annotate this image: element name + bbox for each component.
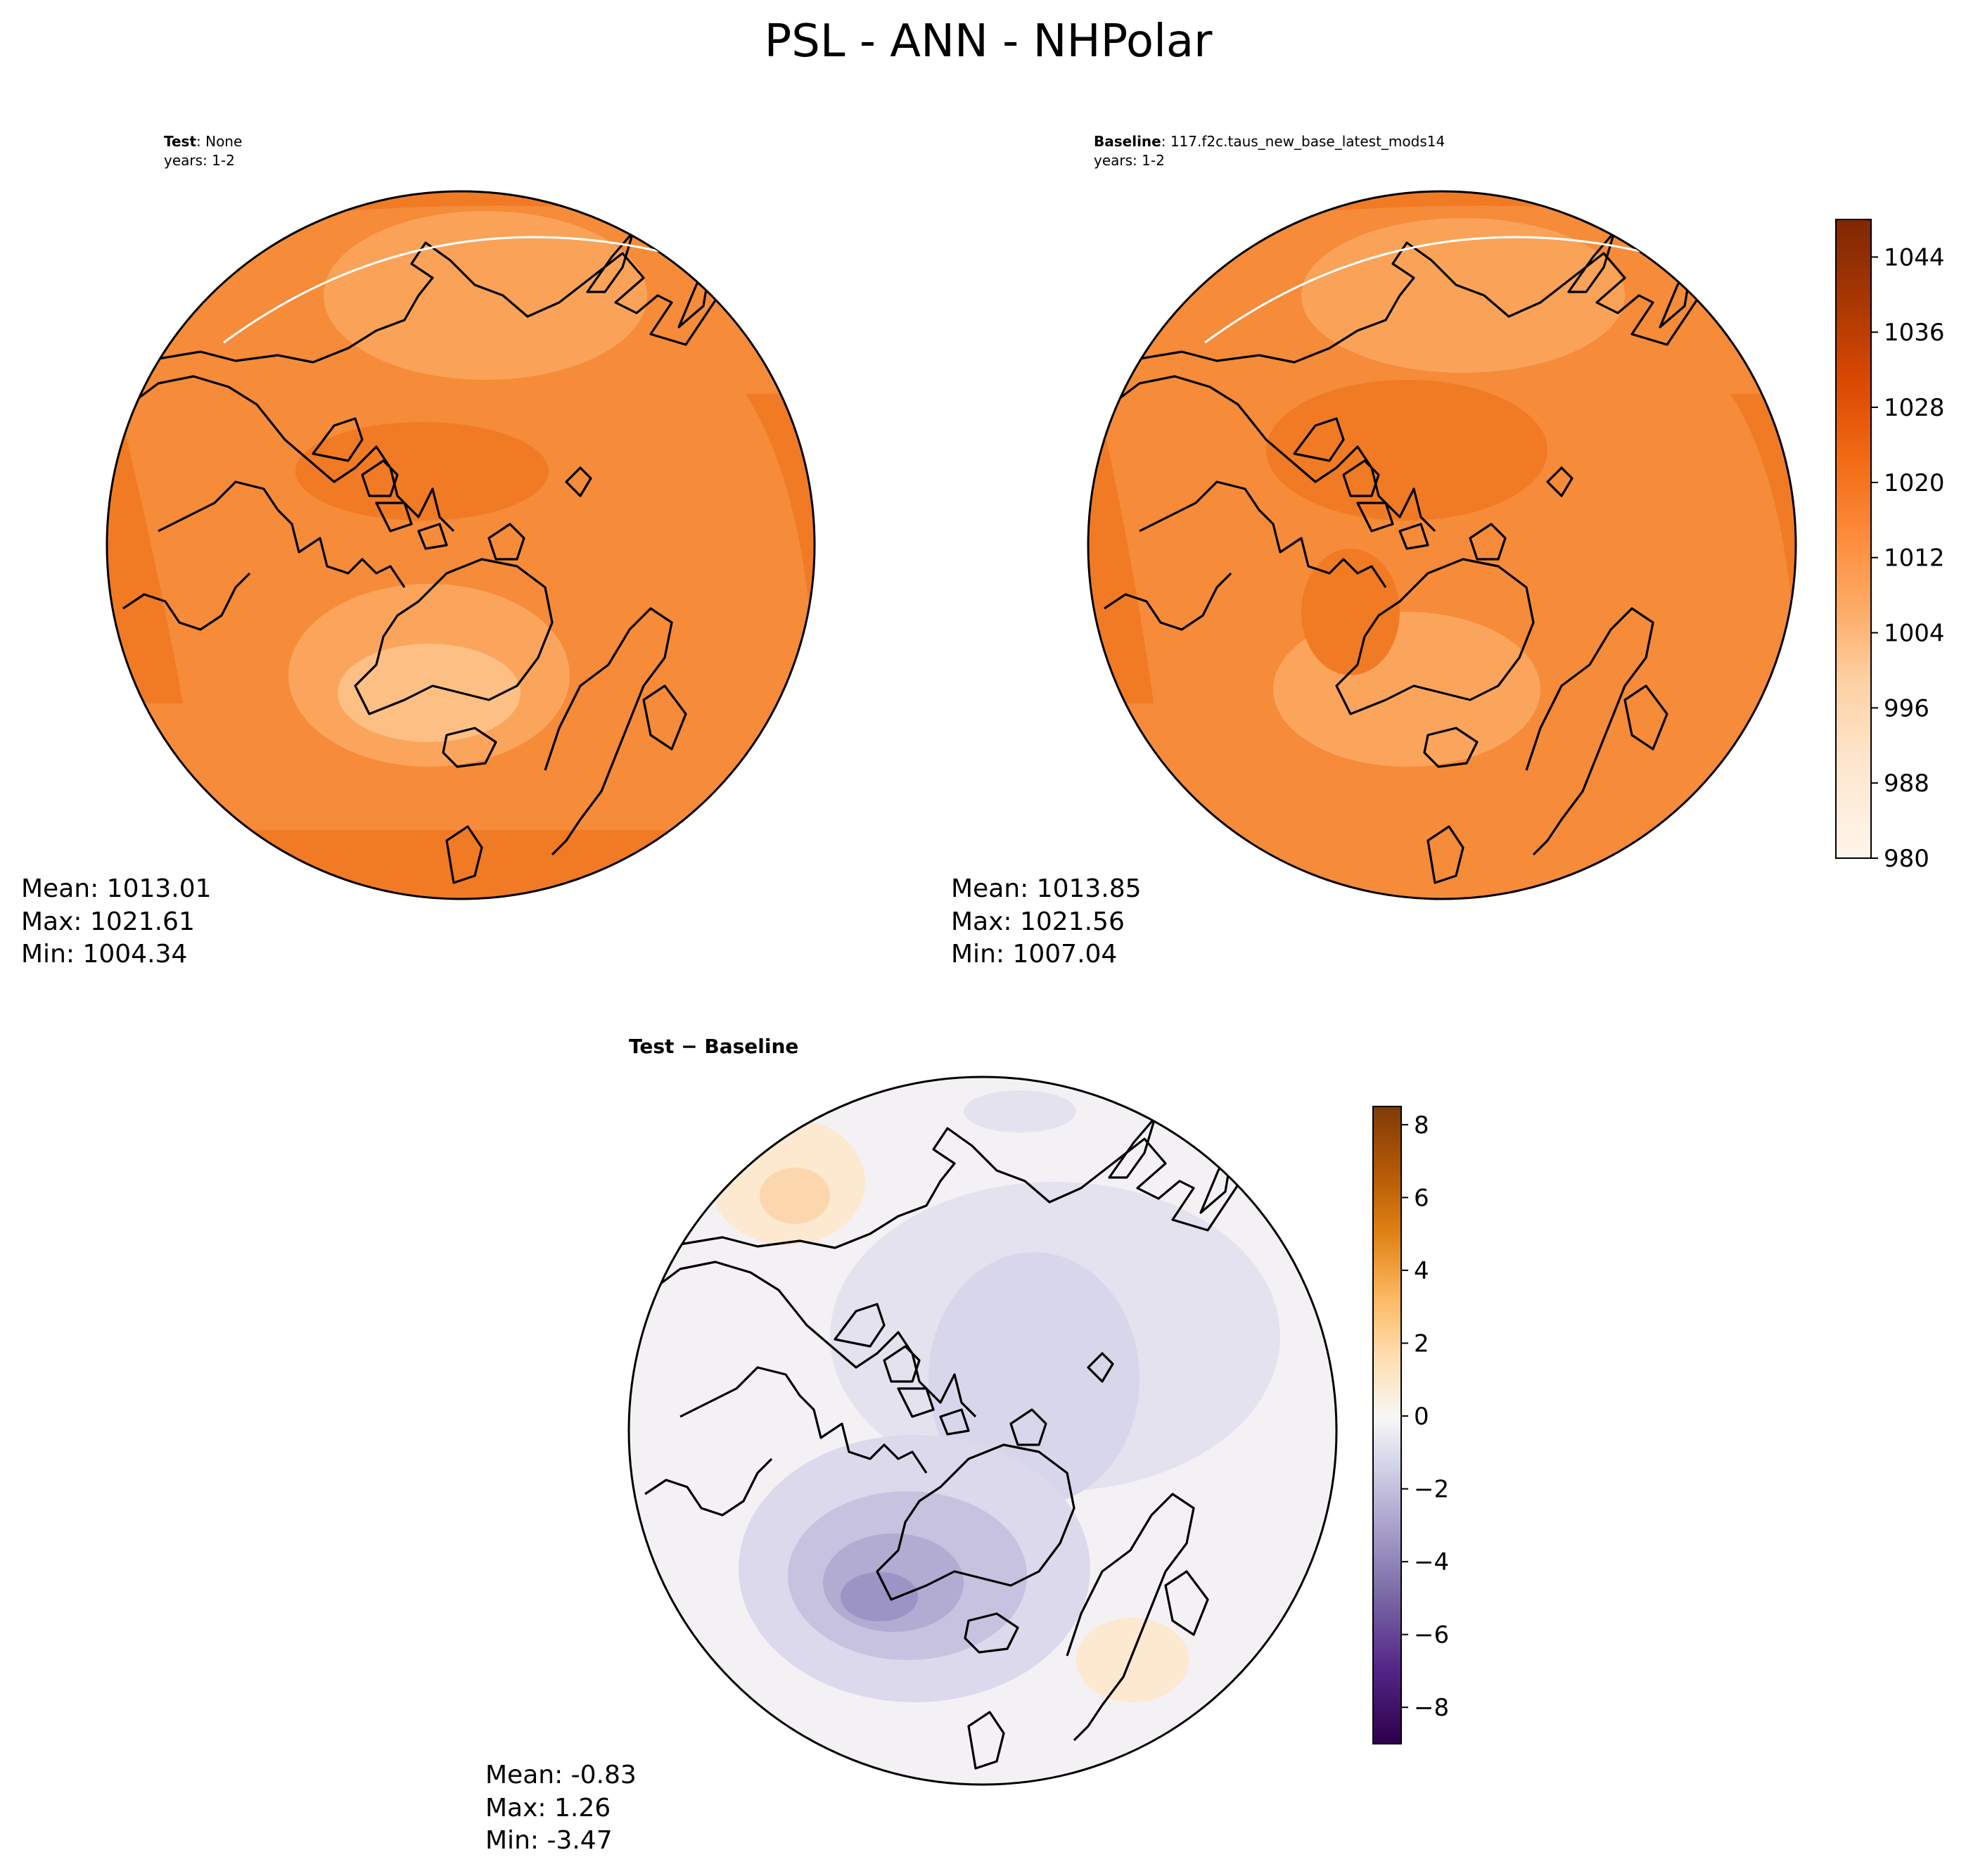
panel-test-mean: Mean: 1013.01 (21, 874, 212, 903)
panel-test-max: Max: 1021.61 (21, 907, 195, 936)
panel-diff-max: Max: 1.26 (485, 1794, 611, 1823)
panel-baseline-max: Max: 1021.56 (951, 907, 1125, 936)
map-diff (629, 1077, 1336, 1785)
colorbar-main-tick-label: 1036 (1884, 319, 1945, 347)
colorbar-diff-tick-label: −2 (1414, 1476, 1449, 1504)
panel-baseline: Baseline: 117.f2c.taus_new_base_latest_m… (951, 133, 1797, 969)
colorbar-diff-tick-label: −4 (1414, 1548, 1449, 1576)
colorbar-diff-tick-label: 4 (1414, 1257, 1429, 1285)
colorbar-diff-bar (1372, 1106, 1402, 1744)
colorbar-main-tick-label: 980 (1884, 845, 1929, 873)
map-test (107, 191, 815, 899)
colorbar-main-bar (1835, 219, 1872, 859)
colorbar-main-tick-label: 996 (1884, 694, 1929, 722)
panel-test-min: Min: 1004.34 (21, 940, 187, 969)
colorbar-main-tick-label: 1004 (1884, 620, 1945, 648)
figure-title: PSL - ANN - NHPolar (765, 15, 1213, 68)
panel-test-years: years: 1-2 (164, 152, 235, 169)
map-baseline (1088, 191, 1796, 899)
panel-test: Test: None years: 1-2 Mean: 1013.01 Max:… (21, 133, 816, 969)
colorbar-diff-tick-label: 2 (1414, 1330, 1429, 1358)
colorbar-main-tick-label: 1012 (1884, 544, 1945, 573)
colorbar-diff-tick-label: 8 (1414, 1111, 1429, 1140)
panel-diff-min: Min: -3.47 (485, 1826, 613, 1855)
panel-test-label: Test: None (164, 133, 242, 150)
colorbar-diff-tick-label: −8 (1414, 1694, 1449, 1722)
colorbar-diff-tick-label: −6 (1414, 1621, 1449, 1650)
panel-diff-mean: Mean: -0.83 (485, 1761, 637, 1789)
panel-diff: Test − Baseline Mean: -0.83 Max: 1.26 Mi… (485, 1035, 1338, 1855)
panel-baseline-label: Baseline: 117.f2c.taus_new_base_latest_m… (1094, 133, 1445, 150)
colorbar-main-tick-label: 1020 (1884, 469, 1945, 497)
panel-baseline-mean: Mean: 1013.85 (951, 874, 1142, 903)
panel-diff-label: Test − Baseline (629, 1035, 798, 1058)
colorbar-diff-tick-label: 6 (1414, 1184, 1429, 1212)
panel-baseline-min: Min: 1007.04 (951, 940, 1117, 969)
panel-baseline-years: years: 1-2 (1094, 152, 1165, 169)
colorbar-main: 980 988 996 1004 1012 1020 1028 1036 1044 (1835, 219, 1945, 873)
colorbar-main-tick-label: 1028 (1884, 394, 1945, 422)
colorbar-main-tick-label: 1044 (1884, 243, 1945, 272)
colorbar-main-tick-label: 988 (1884, 770, 1929, 798)
colorbar-diff-tick-label: 0 (1414, 1403, 1429, 1431)
colorbar-diff: 8 6 4 2 0 −2 −4 −6 −8 (1372, 1106, 1449, 1744)
